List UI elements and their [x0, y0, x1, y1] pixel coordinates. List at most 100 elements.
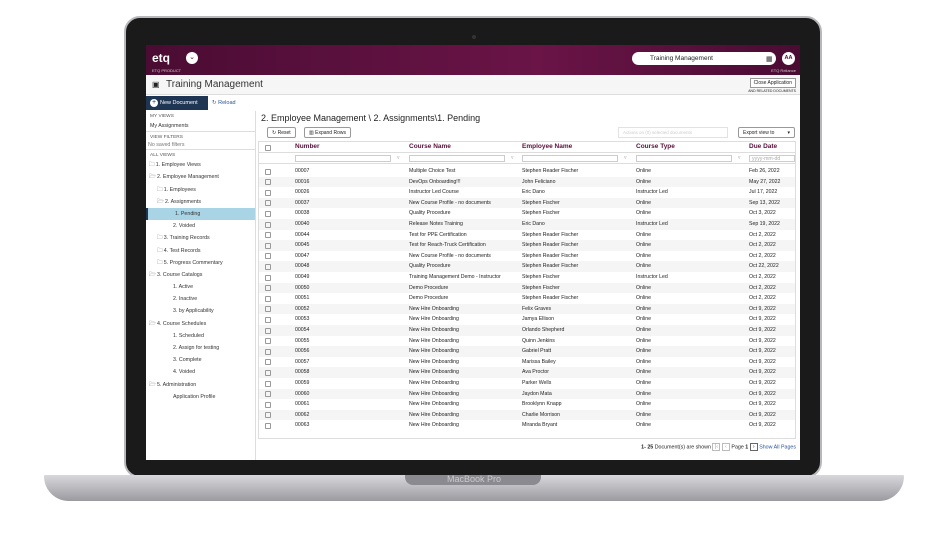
- table-row[interactable]: 00049 Training Management Demo - Instruct…: [259, 272, 795, 283]
- sidebar-item[interactable]: 🗁 2. Assignments: [146, 196, 255, 208]
- row-checkbox[interactable]: [265, 200, 271, 207]
- table-row[interactable]: 00038 Quality Procedure Stephen Fischer Onl…: [259, 208, 795, 219]
- column-filter-input[interactable]: [522, 155, 618, 162]
- filter-icon[interactable]: ▿: [624, 155, 627, 161]
- row-checkbox[interactable]: [265, 391, 271, 398]
- table-row[interactable]: 00060 New Hire Onboarding Jaydon Mata Onlin…: [259, 388, 795, 400]
- table-row[interactable]: 00053 New Hire Onboarding Jamya Ellison Onl…: [259, 314, 795, 325]
- row-checkbox[interactable]: [265, 348, 271, 355]
- sidebar-item[interactable]: 2. Assign for testing: [146, 342, 255, 354]
- new-document-button[interactable]: + New Document: [146, 96, 208, 110]
- row-checkbox[interactable]: [265, 189, 271, 196]
- sidebar-item-my-assignments[interactable]: My Assignments: [146, 120, 255, 133]
- row-checkbox[interactable]: [265, 401, 271, 408]
- filter-icon[interactable]: ▿: [511, 155, 514, 161]
- filter-icon[interactable]: ▿: [397, 155, 400, 161]
- sidebar-item[interactable]: 2. Inactive: [146, 293, 255, 305]
- table-row[interactable]: 00044 Test for PPE Certification Stephen R…: [259, 230, 795, 241]
- table-row[interactable]: 00052 New Hire Onboarding Felix Graves Onli…: [259, 303, 795, 315]
- sidebar-item[interactable]: 🗀 1. Employee Views: [146, 159, 255, 171]
- table-row[interactable]: 00026 Instructor Led Course Eric Dano Instr…: [259, 187, 795, 198]
- actions-dropdown[interactable]: Actions on (0) selected documents: [618, 127, 728, 138]
- sidebar-item[interactable]: 3. Complete: [146, 354, 255, 366]
- row-checkbox[interactable]: [265, 242, 271, 249]
- column-header[interactable]: Number: [295, 143, 320, 150]
- table-row[interactable]: 00063 New Hire Onboarding Miranda Bryant On…: [259, 420, 795, 431]
- apps-grid-icon[interactable]: ▦: [766, 56, 773, 63]
- table-row[interactable]: 00057 New Hire Onboarding Marissa Bailey On…: [259, 357, 795, 368]
- sidebar-item[interactable]: 🗀 5. Progress Commentary: [146, 257, 255, 269]
- row-checkbox[interactable]: [265, 359, 271, 366]
- row-checkbox[interactable]: [265, 380, 271, 387]
- row-checkbox[interactable]: [265, 338, 271, 345]
- table-row[interactable]: 00047 New Course Profile - no documents St…: [259, 251, 795, 262]
- table-row[interactable]: 00062 New Hire Onboarding Charlie Morrison…: [259, 409, 795, 421]
- table-row[interactable]: 00058 New Hire Onboarding Ava Proctor Onlin…: [259, 367, 795, 378]
- app-search-input[interactable]: Training Management: [632, 52, 776, 65]
- row-checkbox[interactable]: [265, 263, 271, 270]
- sidebar-item[interactable]: 3. by Applicability: [146, 305, 255, 317]
- row-checkbox[interactable]: [265, 179, 271, 186]
- avatar[interactable]: AA: [782, 52, 795, 65]
- row-checkbox[interactable]: [265, 422, 271, 429]
- table-row[interactable]: 00051 Demo Procedure Stephen Reader Fische…: [259, 293, 795, 304]
- table-row[interactable]: 00037 New Course Profile - no documents St…: [259, 197, 795, 209]
- column-header[interactable]: Employee Name: [522, 143, 573, 150]
- row-checkbox[interactable]: [265, 210, 271, 217]
- table-row[interactable]: 00050 Demo Procedure Stephen Fischer Online…: [259, 282, 795, 294]
- table-row[interactable]: 00007 Multiple Choice Test Stephen Reader …: [259, 166, 795, 177]
- row-checkbox[interactable]: [265, 306, 271, 313]
- sidebar-item[interactable]: 4. Voided: [146, 366, 255, 378]
- reset-button[interactable]: ↻ Reset: [267, 127, 296, 138]
- sidebar-item[interactable]: 🗀 3. Training Records: [146, 232, 255, 244]
- prev-page-button[interactable]: ‹: [721, 443, 730, 451]
- sidebar-item[interactable]: 1. Scheduled: [146, 330, 255, 342]
- export-dropdown[interactable]: Export view to ▾: [738, 127, 795, 138]
- filter-icon[interactable]: ▿: [738, 155, 741, 161]
- column-header[interactable]: Course Type: [636, 143, 675, 150]
- sidebar-item[interactable]: 🗀 1. Employees: [146, 184, 255, 196]
- reload-button[interactable]: ↻ Reload: [212, 100, 236, 106]
- next-page-button[interactable]: ›: [749, 443, 758, 451]
- row-checkbox[interactable]: [265, 327, 271, 334]
- row-checkbox[interactable]: [265, 412, 271, 419]
- table-row[interactable]: 00059 New Hire Onboarding Parker Wells Onli…: [259, 378, 795, 389]
- sidebar-item[interactable]: 🗁 2. Employee Management: [146, 171, 255, 183]
- table-row[interactable]: 00056 New Hire Onboarding Gabriel Pratt Onl…: [259, 346, 795, 357]
- column-header[interactable]: Course Name: [409, 143, 451, 150]
- table-row[interactable]: 00054 New Hire Onboarding Orlando Shepherd…: [259, 325, 795, 336]
- column-filter-input[interactable]: [295, 155, 391, 162]
- row-checkbox[interactable]: [265, 232, 271, 239]
- table-row[interactable]: 00045 Test for Reach-Truck Certification S…: [259, 240, 795, 251]
- chevron-down-icon[interactable]: ⌄: [186, 52, 198, 64]
- sidebar-item[interactable]: 2. Voided: [146, 220, 255, 232]
- table-row[interactable]: 00016 DevOps Onboarding!!! John Feliciano O…: [259, 176, 795, 188]
- column-filter-input[interactable]: yyyy-mm-dd: [749, 155, 795, 162]
- row-checkbox[interactable]: [265, 221, 271, 228]
- sidebar-item[interactable]: 1. Pending: [146, 207, 255, 221]
- close-application-button[interactable]: Close Application: [749, 78, 796, 88]
- sidebar-item[interactable]: 🗁 3. Course Catalogs: [146, 269, 255, 281]
- sidebar-item[interactable]: 🗁 4. Course Schedules: [146, 318, 255, 330]
- table-row[interactable]: 00061 New Hire Onboarding Brooklynn Knapp O…: [259, 399, 795, 410]
- table-row[interactable]: 00055 New Hire Onboarding Quinn Jenkins Onl…: [259, 336, 795, 347]
- column-filter-input[interactable]: [636, 155, 732, 162]
- sidebar-item[interactable]: 🗁 5. Administration: [146, 379, 255, 391]
- sidebar-item[interactable]: 1. Active: [146, 281, 255, 293]
- first-page-button[interactable]: |‹: [712, 443, 721, 451]
- row-checkbox[interactable]: [265, 285, 271, 292]
- sidebar-item[interactable]: Application Profile: [146, 391, 255, 403]
- table-row[interactable]: 00040 Release Notes Training Eric Dano Inst…: [259, 219, 795, 230]
- row-checkbox[interactable]: [265, 369, 271, 376]
- sidebar-item[interactable]: 🗀 4. Test Records: [146, 245, 255, 257]
- select-all-checkbox[interactable]: [265, 144, 271, 151]
- row-checkbox[interactable]: [265, 253, 271, 260]
- row-checkbox[interactable]: [265, 316, 271, 323]
- row-checkbox[interactable]: [265, 168, 271, 175]
- table-row[interactable]: 00048 Quality Procedure Stephen Reader Fis…: [259, 261, 795, 272]
- row-checkbox[interactable]: [265, 295, 271, 302]
- expand-rows-button[interactable]: ▥ Expand Rows: [304, 127, 351, 138]
- row-checkbox[interactable]: [265, 274, 271, 281]
- column-filter-input[interactable]: [409, 155, 505, 162]
- column-header[interactable]: Due Date: [749, 143, 778, 150]
